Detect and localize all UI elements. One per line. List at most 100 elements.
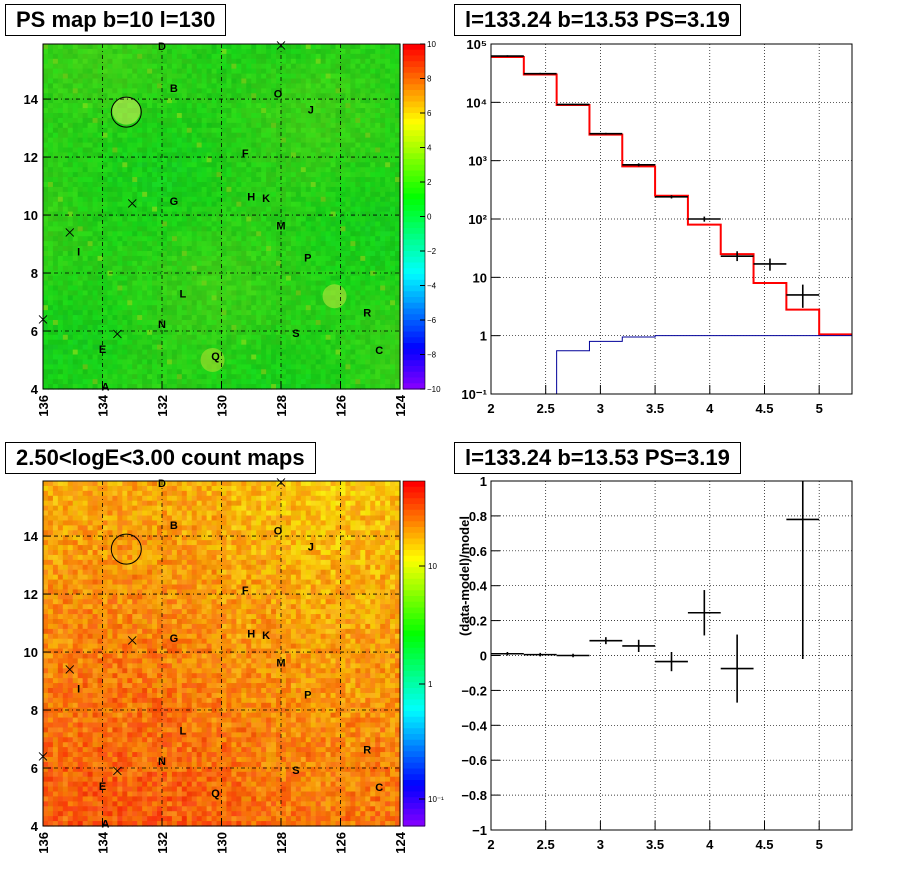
map-pixel — [281, 196, 287, 203]
map-pixel — [211, 191, 218, 198]
map-pixel — [310, 275, 317, 282]
map-pixel — [57, 231, 64, 237]
map-pixel — [276, 211, 282, 218]
map-pixel — [231, 310, 237, 316]
map-pixel — [226, 359, 233, 365]
map-pixel — [251, 251, 257, 257]
map-pixel — [77, 58, 84, 65]
map-pixel — [271, 53, 277, 60]
map-pixel — [92, 329, 99, 336]
map-pixel — [365, 122, 371, 129]
map-pixel — [147, 280, 153, 287]
map-pixel — [271, 324, 277, 331]
map-pixel — [132, 324, 138, 331]
map-pixel — [271, 246, 277, 252]
map-pixel — [57, 58, 64, 65]
map-pixel — [300, 127, 307, 134]
map-pixel — [142, 172, 148, 178]
map-pixel — [231, 58, 237, 65]
map-pixel — [375, 152, 381, 158]
map-pixel — [176, 157, 183, 163]
map-pixel — [137, 98, 143, 104]
map-pixel — [300, 78, 307, 85]
map-pixel — [385, 93, 391, 99]
map-pixel — [261, 93, 267, 99]
map-pixel — [62, 339, 69, 346]
map-pixel — [305, 260, 312, 267]
map-pixel — [330, 339, 337, 346]
map-pixel — [310, 216, 317, 223]
map-pixel — [171, 255, 178, 262]
map-pixel — [132, 320, 138, 326]
map-pixel — [92, 132, 99, 139]
map-pixel — [266, 310, 272, 316]
map-pixel — [385, 231, 391, 237]
map-pixel — [360, 246, 366, 252]
map-pixel — [261, 231, 267, 237]
map-pixel — [236, 354, 242, 361]
map-pixel — [211, 270, 218, 277]
map-pixel — [132, 162, 138, 168]
map-pixel — [127, 172, 133, 178]
map-pixel — [142, 142, 148, 149]
map-pixel — [152, 285, 158, 292]
map-pixel — [52, 113, 59, 119]
map-pixel — [43, 300, 49, 306]
map-pixel — [360, 147, 366, 154]
map-pixel — [97, 270, 104, 277]
map-pixel — [162, 167, 168, 173]
map-pixel — [266, 260, 272, 267]
map-pixel — [102, 241, 109, 247]
map-pixel — [231, 275, 237, 282]
map-pixel — [132, 167, 138, 173]
map-pixel — [43, 221, 49, 227]
map-pixel — [47, 329, 54, 336]
map-pixel — [221, 265, 228, 272]
map-pixel — [142, 285, 148, 292]
map-pixel — [345, 108, 352, 114]
map-pixel — [127, 255, 133, 262]
map-pixel — [330, 78, 337, 85]
map-pixel — [196, 132, 203, 139]
map-pixel — [231, 369, 237, 375]
map-pixel — [375, 236, 381, 242]
map-pixel — [57, 177, 64, 183]
map-pixel — [77, 295, 84, 301]
ps-map-panel: 136 134 132 130 128 126 124 4 6 8 10 12 14 D B O J F G H K M I… — [0, 0, 449, 437]
map-pixel — [320, 162, 327, 168]
map-pixel — [127, 186, 133, 193]
map-pixel — [137, 290, 143, 296]
map-pixel — [147, 182, 153, 188]
map-pixel — [186, 231, 193, 237]
map-pixel — [221, 329, 228, 336]
map-pixel — [226, 295, 233, 301]
map-pixel — [251, 191, 257, 198]
map-pixel — [52, 201, 59, 208]
map-pixel — [166, 93, 173, 99]
map-pixel — [77, 53, 84, 60]
map-pixel — [365, 364, 371, 370]
map-pixel — [266, 108, 272, 114]
map-pixel — [72, 142, 79, 149]
map-pixel — [191, 280, 198, 287]
map-pixel — [181, 127, 188, 134]
map-pixel — [72, 280, 79, 287]
map-pixel — [256, 44, 262, 50]
map-pixel — [345, 182, 352, 188]
map-pixel — [285, 265, 292, 272]
map-pixel — [355, 379, 361, 385]
map-pixel — [231, 344, 237, 351]
map-pixel — [107, 196, 114, 203]
map-pixel — [87, 78, 94, 85]
map-pixel — [315, 285, 322, 292]
map-pixel — [300, 384, 307, 390]
map-pixel — [271, 300, 277, 306]
map-pixel — [315, 315, 322, 321]
map-pixel — [350, 344, 356, 351]
map-pixel — [315, 231, 322, 237]
map-pixel — [370, 186, 376, 193]
map-pixel — [251, 384, 257, 390]
map-pixel — [390, 48, 396, 55]
map-pixel — [221, 127, 228, 134]
map-pixel — [181, 255, 188, 262]
